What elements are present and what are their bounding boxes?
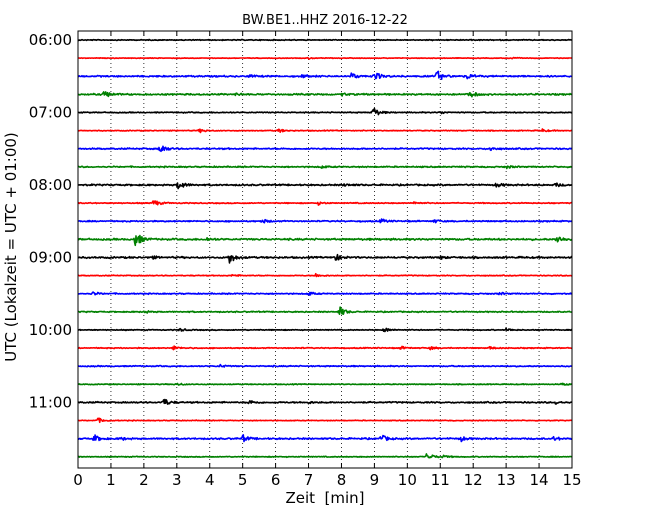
y-tick-label: 09:00 — [29, 248, 72, 266]
y-tick-label: 10:00 — [29, 321, 72, 339]
trace-1030 — [77, 363, 573, 368]
x-tick-label: 11 — [431, 471, 450, 489]
trace-0930 — [77, 291, 573, 296]
x-tick-label: 10 — [398, 471, 417, 489]
trace-1115 — [77, 417, 573, 424]
trace-1015 — [77, 345, 573, 351]
traces — [77, 38, 573, 459]
trace-0700 — [77, 107, 573, 116]
x-tick-label: 9 — [370, 471, 380, 489]
x-tick-label: 8 — [337, 471, 347, 489]
trace-0615 — [77, 56, 573, 60]
trace-1000 — [77, 327, 573, 333]
trace-0830 — [77, 218, 573, 224]
trace-0815 — [77, 200, 573, 206]
y-tick-label: 07:00 — [29, 103, 72, 121]
x-tick-label: 3 — [172, 471, 182, 489]
trace-1130 — [77, 434, 573, 443]
x-axis-label: Zeit [min] — [285, 489, 364, 507]
x-tick-label: 1 — [106, 471, 116, 489]
chart-title: BW.BE1..HHZ 2016-12-22 — [242, 13, 408, 28]
x-tick-label: 7 — [304, 471, 314, 489]
trace-1145 — [77, 453, 573, 459]
x-tick-label: 13 — [497, 471, 516, 489]
trace-0630 — [77, 70, 573, 80]
trace-1045 — [77, 382, 573, 386]
trace-0800 — [77, 182, 573, 190]
y-tick-label: 06:00 — [29, 31, 72, 49]
trace-0600 — [77, 38, 573, 42]
x-tick-label: 2 — [139, 471, 149, 489]
trace-0900 — [77, 253, 573, 264]
x-tick-label: 15 — [562, 471, 581, 489]
y-tick-label: 08:00 — [29, 176, 72, 194]
x-tick-label: 5 — [238, 471, 248, 489]
y-axis-label: UTC (Lokalzeit = UTC + 01:00) — [2, 132, 20, 362]
x-tick-label: 14 — [530, 471, 549, 489]
x-tick-label: 4 — [205, 471, 215, 489]
plot-frame — [77, 30, 573, 469]
trace-0730 — [77, 145, 573, 153]
trace-0945 — [77, 306, 573, 315]
x-tick-label: 6 — [271, 471, 281, 489]
x-axis: 0 1 2 3 4 5 6 7 8 9 10 11 12 13 14 15 — [73, 31, 582, 489]
y-tick-label: 11:00 — [29, 393, 72, 411]
grid-lines — [110, 31, 540, 468]
x-tick-label: 12 — [464, 471, 483, 489]
trace-0845 — [77, 234, 573, 247]
trace-1100 — [77, 398, 573, 405]
trace-0715 — [77, 128, 573, 134]
trace-0915 — [77, 272, 573, 278]
x-tick-label: 0 — [73, 471, 83, 489]
trace-0745 — [77, 165, 573, 170]
y-axis: 06:00 07:00 08:00 09:00 10:00 11:00 — [29, 31, 572, 411]
trace-0645 — [77, 91, 573, 98]
